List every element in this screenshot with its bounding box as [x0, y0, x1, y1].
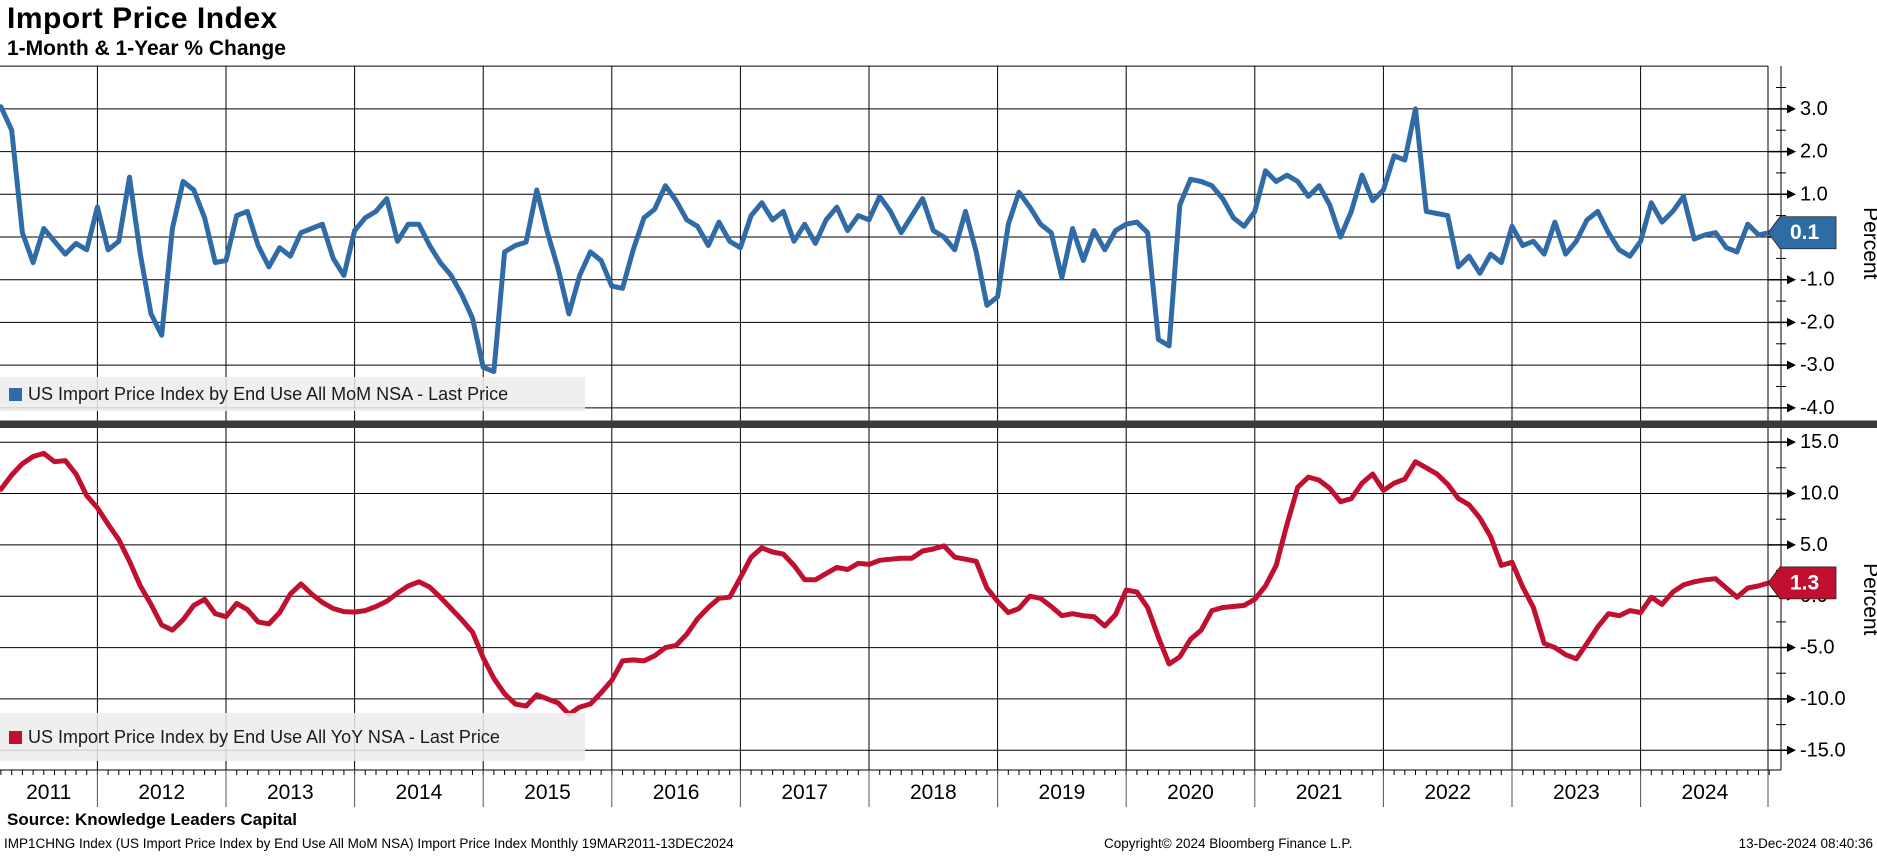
panel-separator [0, 420, 1877, 428]
legend-mom-series[interactable]: US Import Price Index by End Use All MoM… [0, 377, 585, 411]
footer-ticker-info: IMP1CHNG Index (US Import Price Index by… [4, 836, 734, 851]
page-title: Import Price Index [7, 2, 278, 35]
x-tick-year-label: 2017 [781, 781, 828, 804]
y-tick-label: -3.0 [1800, 354, 1834, 376]
x-tick-year-label: 2023 [1553, 781, 1600, 804]
x-tick-year-label: 2012 [138, 781, 185, 804]
x-tick-year-label: 2020 [1167, 781, 1214, 804]
legend-yoy-label: US Import Price Index by End Use All YoY… [28, 726, 500, 747]
y-tick-label: 15.0 [1800, 431, 1839, 453]
tick-arrow-icon [1787, 745, 1796, 755]
mom-series-line[interactable] [0, 104, 1772, 374]
yoy-series-swatch-icon [9, 730, 22, 744]
footer-timestamp: 13-Dec-2024 08:40:36 [1738, 836, 1873, 851]
tick-arrow-icon [1787, 360, 1796, 370]
gridlines [0, 65, 1769, 770]
tick-arrow-icon [1787, 489, 1796, 498]
yoy-last-price-badge[interactable]: 1.3 [1767, 566, 1837, 600]
last-price-value: 0.1 [1790, 221, 1820, 244]
tick-arrow-icon [1787, 403, 1796, 413]
x-tick-year-label: 2021 [1296, 781, 1343, 804]
tick-arrow-icon [1787, 104, 1796, 114]
tick-arrow-icon [1787, 540, 1796, 550]
legend-yoy-series[interactable]: US Import Price Index by End Use All YoY… [0, 713, 585, 761]
x-tick-year-label: 2016 [653, 781, 700, 804]
y-tick-label: -5.0 [1800, 637, 1834, 659]
tick-arrow-icon [1787, 275, 1796, 285]
y-tick-label: 5.0 [1800, 534, 1828, 556]
y-axis-title: Percent [1859, 563, 1877, 636]
mom-last-price-badge[interactable]: 0.1 [1767, 216, 1837, 250]
y-axis-title: Percent [1859, 207, 1877, 280]
y-tick-label: -4.0 [1800, 397, 1834, 419]
tick-arrow-icon [1787, 147, 1796, 157]
mom-series-swatch-icon [9, 387, 22, 401]
x-tick-year-label: 2024 [1682, 781, 1729, 804]
page-subtitle: 1-Month & 1-Year % Change [7, 37, 286, 60]
x-tick-year-label: 2018 [910, 781, 957, 804]
x-tick-year-label: 2014 [396, 781, 443, 804]
legend-mom-label: US Import Price Index by End Use All MoM… [28, 383, 509, 404]
x-tick-year-label: 2011 [26, 781, 71, 804]
x-tick-year-label: 2019 [1039, 781, 1086, 804]
y-tick-label: -1.0 [1800, 269, 1834, 291]
y-tick-label: 2.0 [1800, 141, 1828, 163]
tick-arrow-icon [1787, 317, 1796, 327]
yoy-series-line[interactable] [0, 450, 1772, 717]
x-tick-year-label: 2022 [1424, 781, 1471, 804]
x-tick-year-label: 2013 [267, 781, 314, 804]
footer-copyright: Copyright© 2024 Bloomberg Finance L.P. [1104, 836, 1353, 851]
y-tick-label: 10.0 [1800, 483, 1839, 505]
tick-arrow-icon [1787, 189, 1796, 199]
x-axis: 2011 2012 2013 2014 2015 2016 2017 2018 2019 2020… [0, 769, 1781, 807]
tick-arrow-icon [1787, 437, 1796, 447]
tick-arrow-icon [1787, 643, 1796, 653]
y-tick-label: -10.0 [1800, 688, 1846, 710]
tick-arrow-icon [1787, 694, 1796, 704]
y-tick-label: -15.0 [1800, 739, 1846, 761]
last-price-value: 1.3 [1790, 571, 1819, 594]
source-note: Source: Knowledge Leaders Capital [7, 810, 298, 829]
y-tick-label: 1.0 [1800, 183, 1828, 205]
x-tick-year-label: 2015 [524, 781, 571, 804]
y-tick-label: 3.0 [1800, 98, 1828, 120]
y-tick-label: -2.0 [1800, 311, 1834, 333]
